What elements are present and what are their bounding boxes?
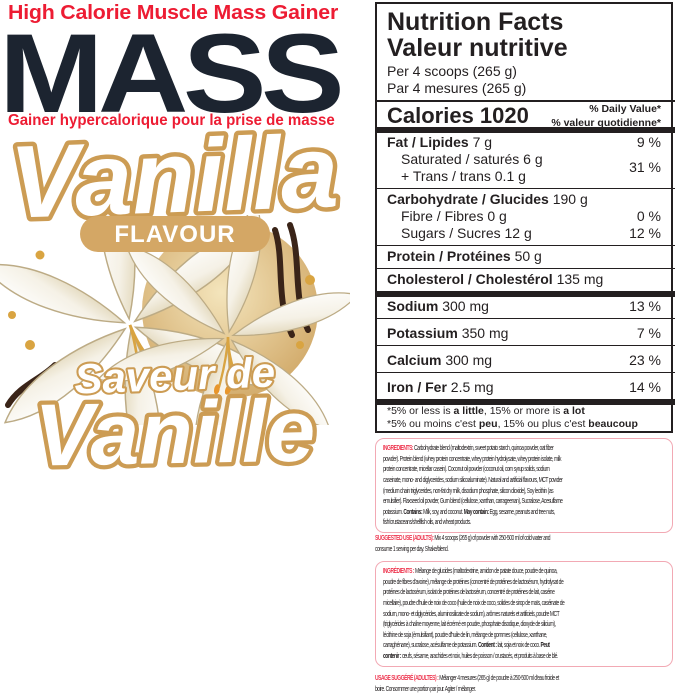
svg-text:FLAVOUR: FLAVOUR xyxy=(114,221,235,248)
svg-text:Vanille: Vanille xyxy=(34,381,316,475)
